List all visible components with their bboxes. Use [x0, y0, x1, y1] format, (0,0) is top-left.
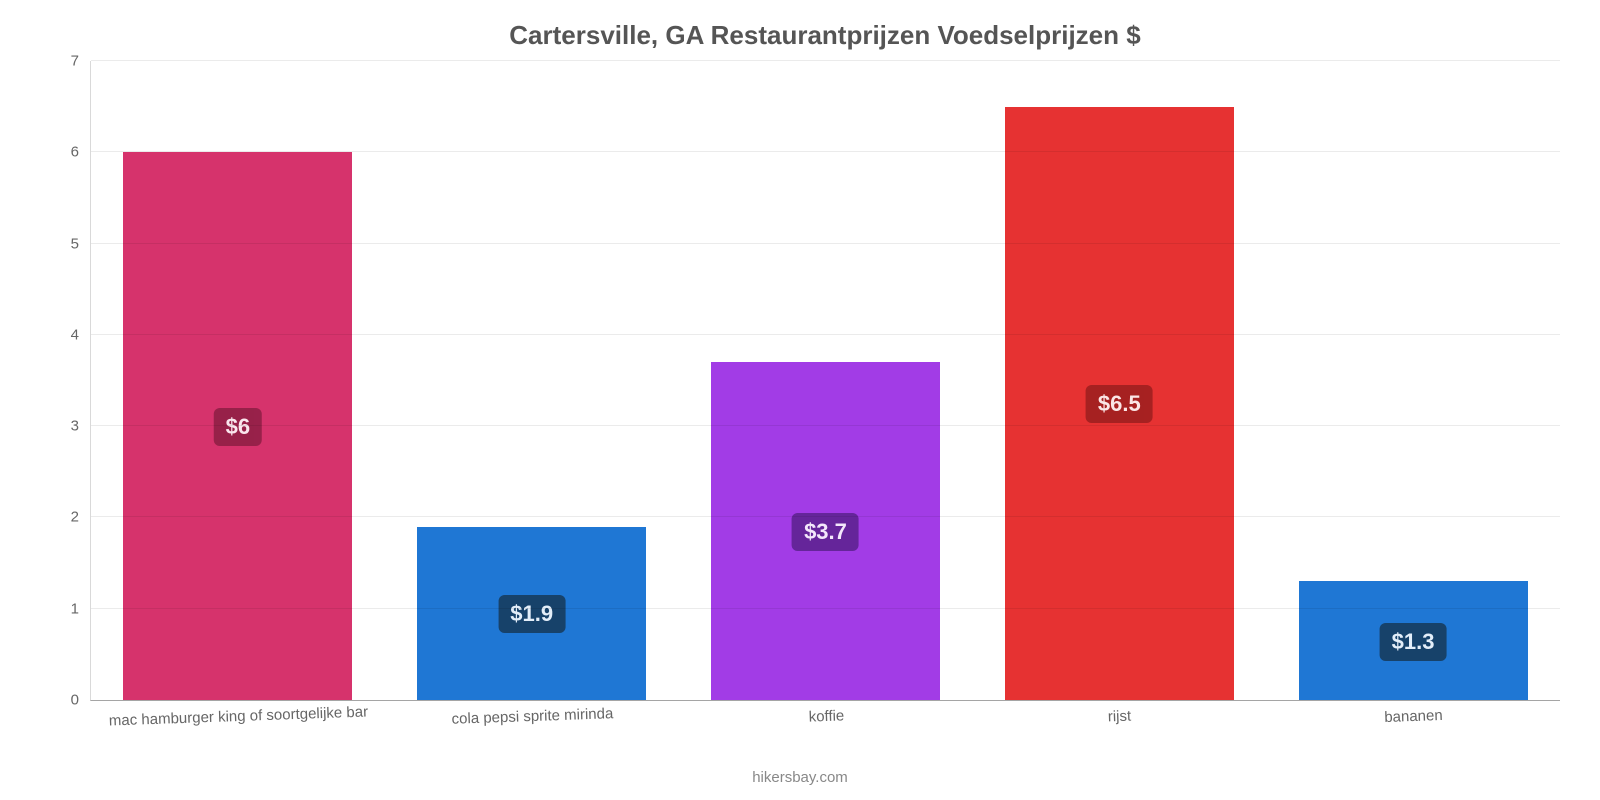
price-bar-chart: Cartersville, GA Restaurantprijzen Voeds… [0, 0, 1600, 800]
chart-title: Cartersville, GA Restaurantprijzen Voeds… [90, 20, 1560, 51]
plot-area: $6$1.9$3.7$6.5$1.3 mac hamburger king of… [90, 61, 1560, 701]
grid-line [91, 334, 1560, 335]
grid-line [91, 516, 1560, 517]
bars-container: $6 $1.9 $3.7 $6.5 $1.3 [91, 61, 1560, 700]
bar-value-label: $6 [214, 408, 262, 446]
bar: $1.9 [417, 527, 646, 700]
bar-slot: $1.9 [385, 61, 679, 700]
y-tick-label: 6 [71, 144, 79, 161]
x-tick-label: cola pepsi sprite mirinda [385, 695, 679, 730]
grid-line [91, 60, 1560, 61]
y-tick-label: 0 [71, 692, 79, 709]
x-tick-label: rijst [972, 695, 1266, 730]
y-tick-label: 7 [71, 53, 79, 70]
x-tick-label: bananen [1266, 695, 1560, 730]
y-tick-label: 3 [71, 418, 79, 435]
x-axis-labels: mac hamburger king of soortgelijke barco… [91, 700, 1560, 725]
bar-slot: $3.7 [679, 61, 973, 700]
bar-slot: $1.3 [1266, 61, 1560, 700]
bar: $6.5 [1005, 107, 1234, 700]
bar-value-label: $3.7 [792, 513, 859, 551]
bar: $3.7 [711, 362, 940, 700]
grid-line [91, 608, 1560, 609]
bar-slot: $6 [91, 61, 385, 700]
bar-value-label: $1.3 [1380, 623, 1447, 661]
y-tick-label: 2 [71, 509, 79, 526]
bar-value-label: $1.9 [498, 595, 565, 633]
bar-value-label: $6.5 [1086, 385, 1153, 423]
grid-line [91, 151, 1560, 152]
x-tick-label: koffie [679, 695, 973, 730]
grid-line [91, 425, 1560, 426]
y-tick-label: 4 [71, 326, 79, 343]
chart-footer: hikersbay.com [0, 769, 1600, 786]
x-tick-label: mac hamburger king of soortgelijke bar [91, 695, 385, 730]
bar-slot: $6.5 [972, 61, 1266, 700]
y-tick-label: 5 [71, 235, 79, 252]
grid-line [91, 243, 1560, 244]
y-tick-label: 1 [71, 600, 79, 617]
bar: $1.3 [1299, 581, 1528, 700]
